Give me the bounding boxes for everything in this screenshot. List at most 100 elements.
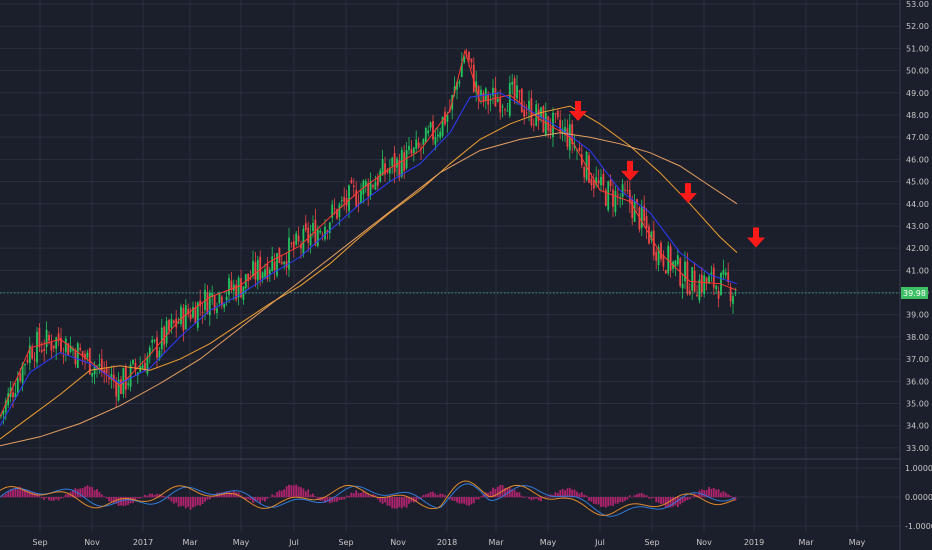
candle <box>62 347 65 365</box>
candle <box>729 282 732 307</box>
candle <box>703 271 706 298</box>
candle <box>357 193 360 213</box>
candle <box>520 87 523 113</box>
candle <box>652 220 655 261</box>
candle <box>288 227 290 278</box>
candle <box>28 336 31 371</box>
candle <box>187 303 190 318</box>
candle <box>408 137 410 155</box>
candle <box>208 289 211 326</box>
candle <box>254 252 257 288</box>
candle <box>60 327 62 355</box>
candle <box>240 269 242 299</box>
candle <box>307 221 310 252</box>
candle <box>314 208 317 247</box>
candle <box>228 273 230 303</box>
candle <box>420 143 422 160</box>
candle <box>91 372 94 384</box>
candle <box>439 127 442 141</box>
candle <box>705 276 708 291</box>
candle <box>36 326 38 369</box>
candle <box>134 358 137 376</box>
candle <box>516 74 518 105</box>
candle <box>432 115 434 146</box>
x-tick-label: Jul <box>288 538 299 547</box>
y-tick-label: 51.00 <box>906 44 929 53</box>
candle <box>549 118 552 139</box>
candle <box>153 338 156 344</box>
candle <box>614 185 617 217</box>
candle <box>324 219 326 242</box>
candle <box>144 353 146 372</box>
x-tick-label: Mar <box>182 538 198 547</box>
y-tick-label: 38.00 <box>906 333 929 342</box>
candle <box>52 345 55 353</box>
candle <box>532 118 535 132</box>
candle <box>434 128 437 151</box>
candle <box>40 341 43 354</box>
candle <box>715 284 718 295</box>
candle <box>732 293 734 314</box>
candle <box>393 145 396 184</box>
x-tick-label: Jul <box>594 538 605 547</box>
candle <box>619 193 622 208</box>
down-arrow-icon <box>621 160 639 181</box>
candle <box>607 180 610 213</box>
y-tick-label: 43.00 <box>906 222 929 231</box>
candle <box>218 291 221 308</box>
candle <box>727 262 730 286</box>
candle <box>57 326 60 347</box>
candle <box>295 230 298 247</box>
candle <box>110 365 113 389</box>
moving-average-line <box>0 105 738 440</box>
candle <box>506 103 509 112</box>
candle <box>712 263 715 296</box>
candle <box>285 253 288 276</box>
candle <box>170 313 173 334</box>
x-tick-label: Sep <box>32 538 47 547</box>
candle <box>189 307 192 322</box>
candle <box>182 304 185 342</box>
candle <box>172 319 175 325</box>
candle <box>194 301 197 324</box>
candle <box>225 291 228 306</box>
candle <box>76 341 79 369</box>
candle <box>278 247 281 264</box>
candle <box>436 127 439 143</box>
candle <box>504 107 506 116</box>
candle <box>384 156 386 182</box>
candle <box>146 352 149 377</box>
candle <box>249 270 252 281</box>
candle <box>592 173 595 198</box>
x-tick-label: Sep <box>338 538 353 547</box>
candle <box>530 89 533 128</box>
candle <box>564 118 566 142</box>
candle <box>472 57 475 94</box>
candle <box>331 200 334 224</box>
candle <box>362 179 365 204</box>
candle <box>650 230 653 244</box>
candle <box>698 274 701 304</box>
y-tick-label: 52.00 <box>906 22 929 31</box>
candle <box>223 302 226 313</box>
candle <box>640 199 643 237</box>
last-price-label: 39.98 <box>903 289 926 298</box>
x-tick-label: Mar <box>798 538 814 547</box>
candle <box>511 73 514 95</box>
candle <box>69 336 72 354</box>
candle <box>309 224 312 254</box>
candle <box>645 207 648 239</box>
candle <box>388 159 391 182</box>
candles <box>0 48 737 425</box>
candle <box>367 178 370 207</box>
candle <box>381 149 384 176</box>
grid-lines <box>0 0 900 532</box>
y-tick-label: 50.00 <box>906 67 929 76</box>
candle <box>626 180 629 195</box>
candle <box>674 260 677 277</box>
candle <box>672 260 674 273</box>
candle <box>235 279 238 302</box>
candle <box>691 266 694 300</box>
